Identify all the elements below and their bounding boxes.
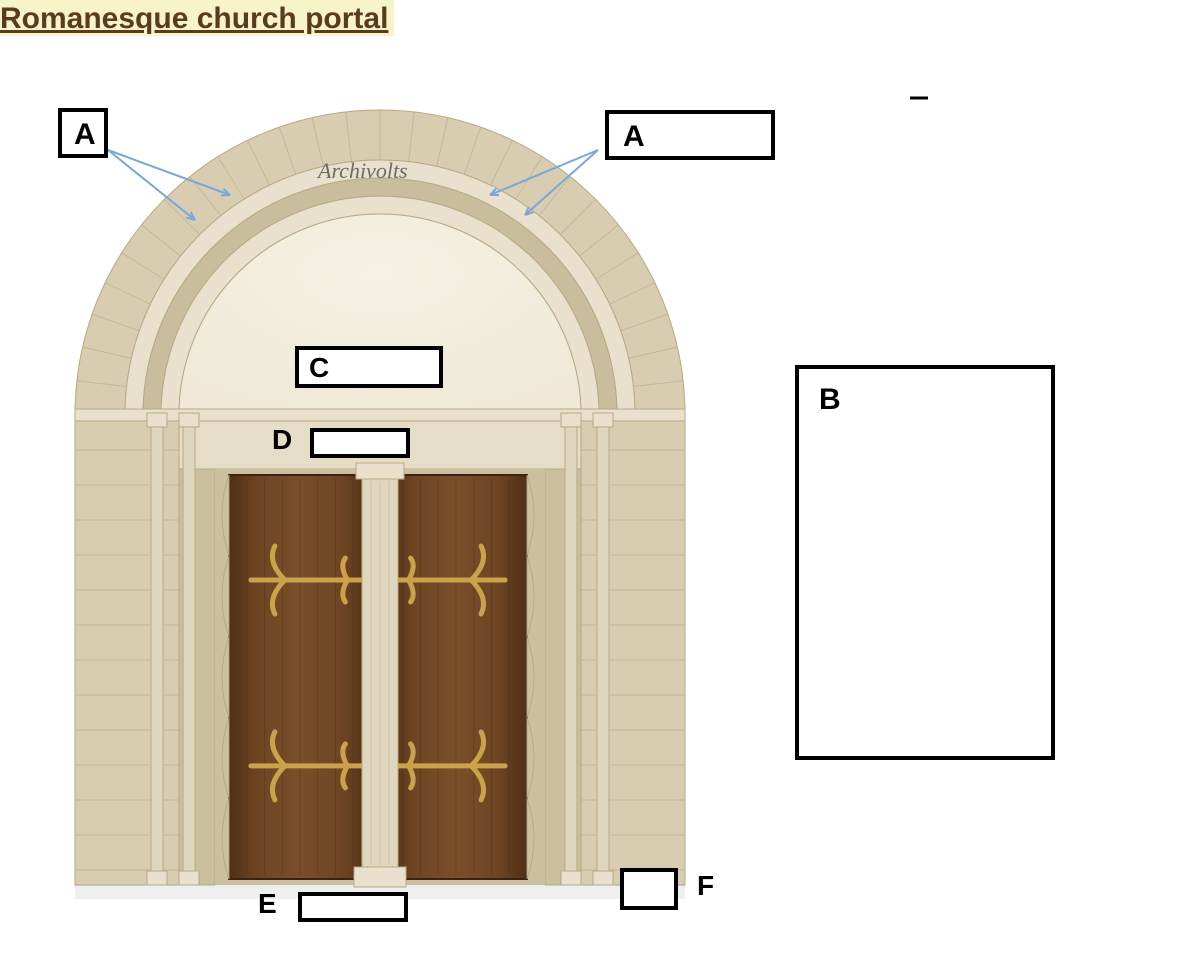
label-letter-a: A [74, 118, 96, 152]
stray-dash [910, 95, 930, 101]
archivolts-label: Archivolts [318, 158, 408, 184]
label-box-a-left[interactable]: A [58, 108, 108, 158]
label-letter-b: B [819, 383, 841, 417]
label-letter-d: D [272, 424, 292, 456]
label-letter-a: A [623, 120, 645, 154]
label-box-c[interactable]: C [295, 346, 443, 388]
blank-box-e[interactable] [298, 892, 408, 922]
blank-box-f[interactable] [620, 868, 678, 910]
label-box-b[interactable]: B [795, 365, 1055, 760]
label-letter-e: E [258, 888, 277, 920]
label-letter-c: C [309, 352, 329, 384]
blank-box-d[interactable] [310, 428, 410, 458]
page-title: Romanesque church portal [0, 0, 394, 36]
portal-illustration [70, 85, 690, 905]
label-box-a-right[interactable]: A [605, 110, 775, 160]
label-letter-f: F [697, 870, 714, 902]
